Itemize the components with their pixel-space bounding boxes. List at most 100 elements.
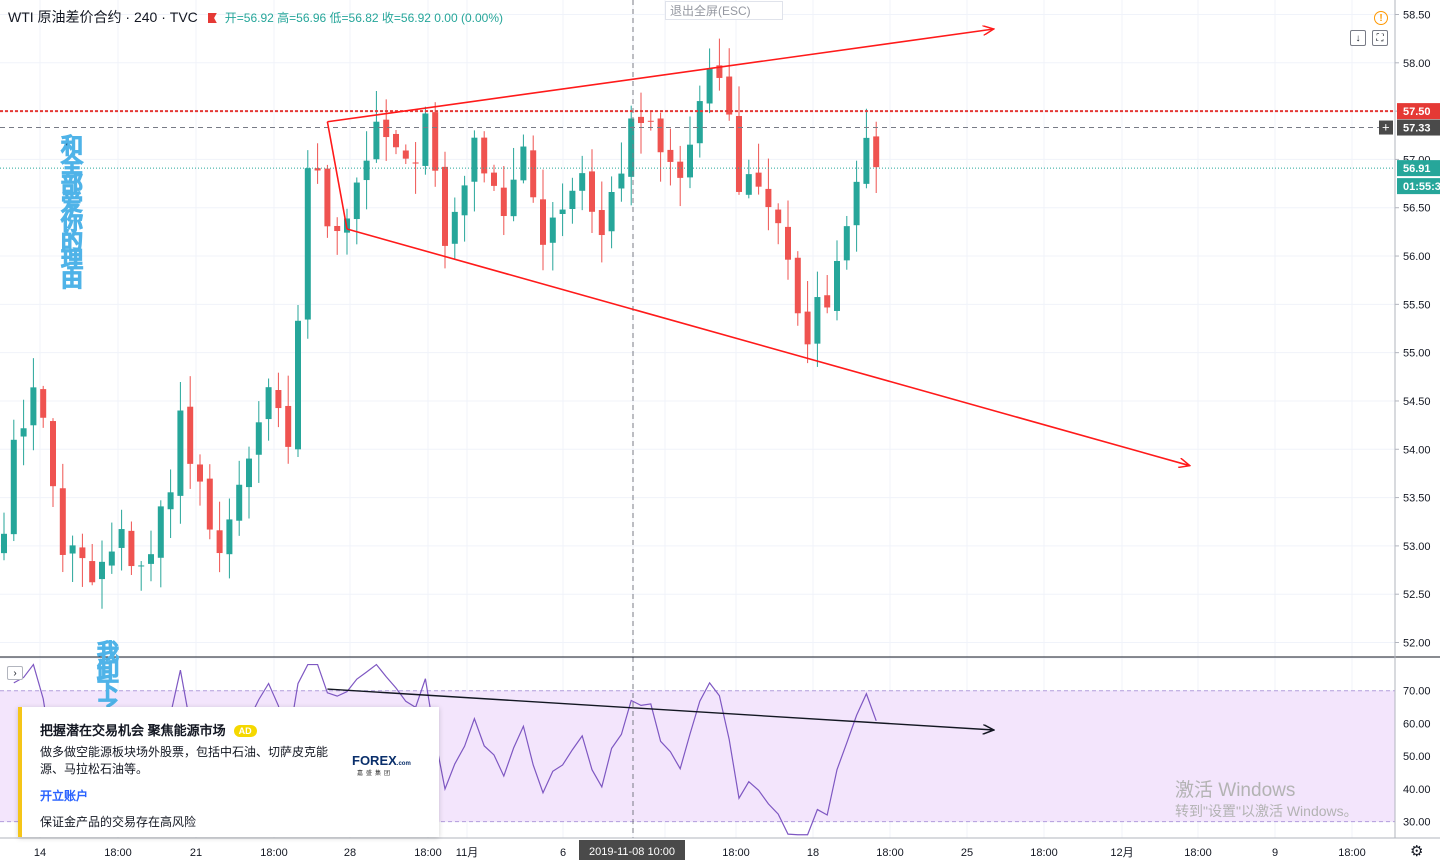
crosshair-price-label-bg <box>1397 119 1440 136</box>
flag-icon[interactable] <box>207 13 217 23</box>
candle <box>226 519 233 555</box>
open-account-link[interactable]: 开立账户 <box>40 789 89 803</box>
candle <box>216 530 223 554</box>
candle <box>363 160 370 181</box>
y-tick-label: 58.00 <box>1403 58 1431 70</box>
candle <box>726 76 733 115</box>
windows-watermark-text: 转到"设置"以激活 Windows。 <box>1175 803 1358 819</box>
candle <box>138 565 145 567</box>
x-tick-label: 18 <box>807 847 819 859</box>
ad-popup[interactable]: 把握潜在交易机会 聚焦能源市场 AD 做多做空能源板块场外股票，包括中石油、切萨皮… <box>18 707 439 837</box>
ad-description: 做多做空能源板块场外股票，包括中石油、切萨皮克能源、马拉松石油等。 <box>40 745 329 776</box>
candle <box>500 187 507 217</box>
candle <box>10 439 17 535</box>
candles <box>1 38 880 609</box>
candle <box>559 209 566 214</box>
candle <box>167 492 174 510</box>
warning-icon[interactable]: ! <box>1374 11 1388 25</box>
candle <box>873 136 880 168</box>
candle <box>589 171 595 212</box>
x-tick-label: 18:00 <box>722 847 750 859</box>
forex-logo-sub: 嘉盛集团 <box>357 771 394 777</box>
candle <box>706 68 713 104</box>
y-tick-label: 54.00 <box>1403 444 1431 456</box>
candle <box>598 210 605 236</box>
y-tick-label: 53.50 <box>1403 493 1431 505</box>
crosshair-time-label: 2019-11-08 10:00 <box>589 846 675 858</box>
candle <box>481 137 488 174</box>
candle <box>412 162 419 164</box>
expand-icon[interactable]: › <box>7 666 23 680</box>
candle <box>177 410 184 496</box>
crosshair-time-bg <box>579 840 685 860</box>
candle <box>30 387 37 426</box>
crosshair-plus-bg <box>1379 120 1393 135</box>
x-tick-label: 11月 <box>456 847 478 859</box>
candle <box>265 387 272 420</box>
candle <box>765 188 772 208</box>
download-icon[interactable]: ↓ <box>1350 30 1366 46</box>
x-tick-label: 28 <box>344 847 356 859</box>
candle <box>569 190 576 210</box>
rsi-tick-label: 50.00 <box>1403 751 1431 763</box>
candle <box>667 149 674 162</box>
candle <box>89 561 96 583</box>
candle <box>745 174 752 195</box>
candle <box>843 226 850 261</box>
candle <box>187 406 194 464</box>
candle <box>206 478 213 530</box>
candle <box>853 181 860 226</box>
x-tick-label: 18:00 <box>104 847 132 859</box>
overlay-vertical-text-1: 和全部爱你的理由 <box>58 134 84 287</box>
candle <box>628 118 635 177</box>
candle <box>236 484 243 521</box>
windows-watermark-title: 激活 Windows <box>1175 780 1296 801</box>
ad-title: 把握潜在交易机会 聚焦能源市场 AD <box>40 720 257 739</box>
candle <box>657 118 664 153</box>
candle <box>647 120 654 122</box>
candle <box>540 199 546 245</box>
x-tick-label: 25 <box>961 847 973 859</box>
candle <box>510 179 517 217</box>
candle <box>246 458 252 488</box>
candle <box>451 211 458 244</box>
candle <box>638 116 644 124</box>
x-tick-label: 14 <box>34 847 46 859</box>
candle <box>442 166 448 246</box>
candle <box>794 257 801 314</box>
y-tick-label: 52.50 <box>1403 589 1431 601</box>
candle <box>353 182 360 220</box>
candle <box>677 161 684 178</box>
candle <box>255 422 262 455</box>
candle <box>59 488 66 555</box>
candle <box>157 506 164 558</box>
rsi-tick-label: 30.00 <box>1403 817 1431 829</box>
fullscreen-icon[interactable]: ⛶ <box>1372 30 1388 46</box>
candle <box>295 320 301 450</box>
x-tick-label: 18:00 <box>876 847 904 859</box>
candle <box>863 137 870 184</box>
crosshair-price-label: 57.33 <box>1403 123 1431 135</box>
exit-fullscreen-button[interactable]: 退出全屏(ESC) <box>665 1 783 20</box>
candle <box>314 168 321 171</box>
x-tick-label: 12月 <box>1110 847 1133 859</box>
y-tick-label: 52.00 <box>1403 638 1431 650</box>
trendline-joint <box>326 121 348 230</box>
candle <box>696 101 703 144</box>
gear-icon[interactable]: ⚙ <box>1410 843 1424 860</box>
rsi-tick-label: 40.00 <box>1403 784 1431 796</box>
candle <box>334 225 341 232</box>
candle <box>79 547 86 559</box>
candle <box>304 168 311 320</box>
candle <box>108 551 115 566</box>
candle <box>461 185 468 216</box>
trendline <box>346 228 1190 466</box>
x-tick-label: 18:00 <box>414 847 442 859</box>
candle <box>50 421 56 487</box>
candle <box>197 464 203 482</box>
candle <box>687 144 693 178</box>
x-tick-label: 18:00 <box>1030 847 1058 859</box>
rsi-tick-label: 60.00 <box>1403 718 1431 730</box>
candle <box>579 173 586 191</box>
y-tick-label: 54.50 <box>1403 396 1431 408</box>
